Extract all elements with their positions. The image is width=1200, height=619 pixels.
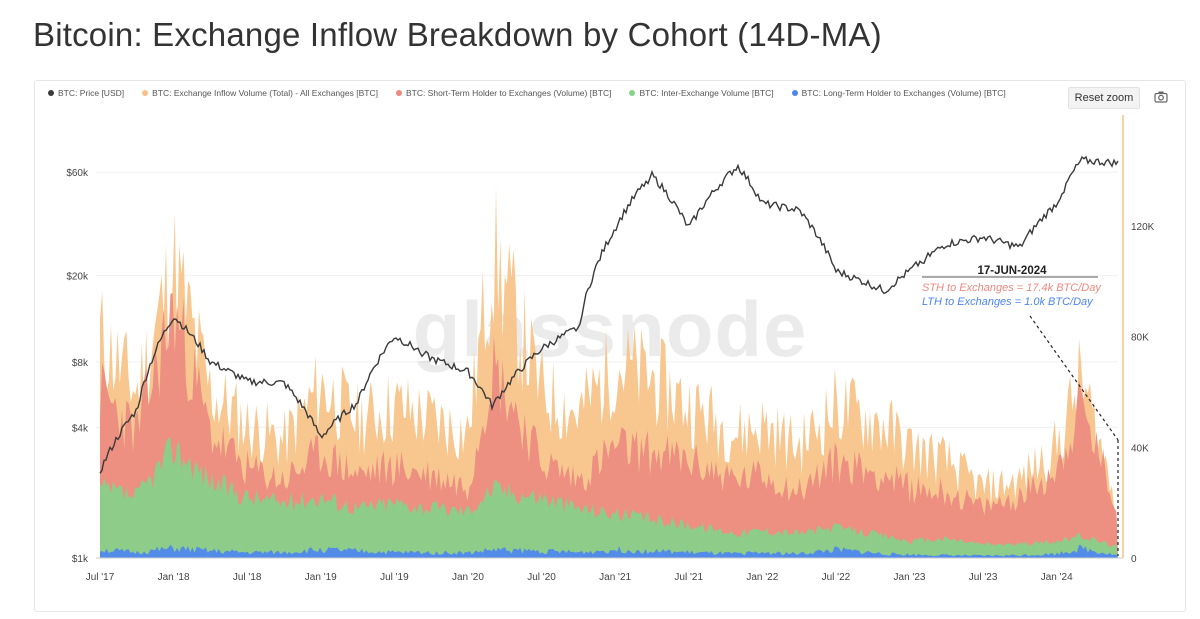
right-axis: 120K 80K 40K 0: [1131, 222, 1155, 565]
legend-label-sth: BTC: Short-Term Holder to Exchanges (Vol…: [405, 88, 612, 98]
legend: BTC: Price [USD] BTC: Exchange Inflow Vo…: [48, 88, 1006, 98]
legend-label-total: BTC: Exchange Inflow Volume (Total) - Al…: [152, 88, 378, 98]
annotation-sth: STH to Exchanges = 17.4k BTC/Day: [922, 282, 1102, 294]
x-tick-label: Jul '22: [822, 572, 851, 583]
right-tick-label: 40K: [1131, 443, 1149, 454]
left-tick-label: $8k: [72, 358, 89, 369]
x-tick-label: Jan '24: [1041, 572, 1073, 583]
legend-dot-sth: [395, 90, 402, 96]
legend-dot-price: [48, 90, 54, 96]
area-series-3: [100, 437, 1118, 558]
left-axis: $60k $20k $8k $4k $1k: [66, 168, 89, 565]
camera-icon[interactable]: [1154, 90, 1168, 104]
x-tick-label: Jul '23: [969, 572, 998, 583]
legend-dot-lth: [791, 90, 798, 96]
x-tick-label: Jan '19: [305, 572, 337, 583]
x-tick-label: Jan '22: [746, 572, 778, 583]
area-layers: [100, 187, 1118, 558]
price-line: [99, 155, 1119, 474]
chart-title: Bitcoin: Exchange Inflow Breakdown by Co…: [33, 16, 882, 53]
x-tick-label: Jul '17: [86, 572, 115, 583]
right-tick-label: 120K: [1131, 222, 1155, 233]
x-tick-label: Jul '18: [233, 572, 262, 583]
x-tick-label: Jan '23: [894, 572, 926, 583]
right-tick-label: 0: [1131, 554, 1137, 565]
price-layer: [99, 155, 1119, 474]
x-tick-label: Jan '18: [158, 572, 190, 583]
x-tick-label: Jan '20: [452, 572, 484, 583]
legend-item-price[interactable]: BTC: Price [USD]: [48, 88, 124, 98]
area-series-2: [100, 293, 1118, 558]
annotation-date: 17-JUN-2024: [977, 265, 1047, 277]
x-tick-label: Jan '21: [599, 572, 631, 583]
legend-item-sth[interactable]: BTC: Short-Term Holder to Exchanges (Vol…: [395, 88, 612, 98]
x-tick-label: Jul '19: [380, 572, 409, 583]
x-tick-label: Jul '21: [674, 572, 703, 583]
watermark: glassnode: [413, 285, 808, 373]
left-tick-label: $20k: [66, 272, 89, 283]
legend-label-price: BTC: Price [USD]: [58, 88, 125, 98]
legend-item-lth[interactable]: BTC: Long-Term Holder to Exchanges (Volu…: [791, 88, 1006, 98]
left-tick-label: $4k: [72, 423, 89, 434]
legend-dot-total: [142, 90, 149, 96]
legend-label-lth: BTC: Long-Term Holder to Exchanges (Volu…: [801, 88, 1006, 98]
legend-item-total[interactable]: BTC: Exchange Inflow Volume (Total) - Al…: [142, 88, 378, 98]
left-tick-label: $1k: [72, 554, 89, 565]
legend-label-inter: BTC: Inter-Exchange Volume [BTC]: [639, 88, 774, 98]
legend-dot-inter: [629, 90, 636, 96]
reset-zoom-button[interactable]: Reset zoom: [1068, 87, 1140, 109]
x-tick-label: Jul '20: [527, 572, 556, 583]
right-tick-label: 80K: [1131, 333, 1149, 344]
area-series-1: [100, 187, 1118, 558]
annotation-lth: LTH to Exchanges = 1.0k BTC/Day: [922, 296, 1094, 308]
area-series-4: [100, 544, 1118, 558]
left-tick-label: $60k: [66, 168, 89, 179]
legend-item-inter[interactable]: BTC: Inter-Exchange Volume [BTC]: [629, 88, 774, 98]
x-axis: Jul '17 Jan '18 Jul '18 Jan '19 Jul '19 Jan '…: [86, 572, 1073, 583]
annotation-leader: [1029, 315, 1119, 441]
